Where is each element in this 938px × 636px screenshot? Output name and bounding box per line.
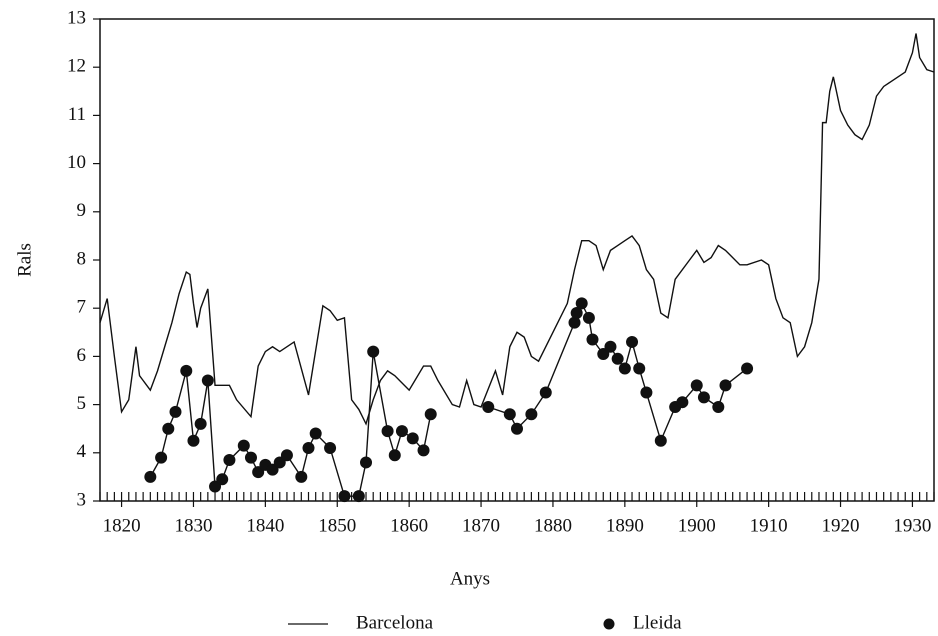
data-point — [503, 408, 516, 421]
x-tick-label: 1820 — [103, 515, 141, 536]
x-tick-label: 1880 — [534, 515, 572, 536]
x-tick-label: 1840 — [246, 515, 284, 536]
data-point — [395, 425, 408, 438]
data-point — [360, 456, 373, 469]
y-tick-label: 9 — [77, 200, 87, 221]
data-point — [570, 307, 583, 320]
x-tick-label: 1870 — [462, 515, 500, 536]
data-point — [482, 401, 495, 414]
data-point — [575, 297, 588, 310]
data-point — [223, 454, 236, 467]
data-point — [406, 432, 419, 445]
y-tick-label: 11 — [68, 104, 86, 125]
data-point — [719, 379, 732, 392]
data-point — [582, 311, 595, 324]
data-point — [216, 473, 229, 486]
data-point — [280, 449, 293, 462]
data-point — [201, 374, 214, 387]
data-point — [388, 449, 401, 462]
y-tick-label: 8 — [77, 248, 87, 269]
data-point — [338, 490, 351, 503]
data-point — [626, 335, 639, 348]
data-point — [169, 405, 182, 418]
data-point — [309, 427, 322, 440]
data-point — [237, 439, 250, 452]
data-point — [302, 441, 315, 454]
series-line — [99, 33, 935, 426]
x-tick-label: 1930 — [893, 515, 931, 536]
y-tick-label: 4 — [77, 441, 87, 462]
data-point — [511, 422, 523, 435]
y-tick-label: 10 — [67, 152, 86, 173]
y-tick-label: 12 — [67, 56, 86, 77]
data-point — [417, 444, 430, 457]
data-point — [180, 364, 193, 377]
data-point — [654, 434, 667, 447]
x-axis-label: Anys — [450, 568, 490, 589]
data-point — [697, 391, 710, 404]
data-point — [324, 441, 337, 454]
y-tick-label: 6 — [77, 345, 87, 366]
x-tick-label: 1890 — [606, 515, 644, 536]
y-tick-label: 13 — [67, 7, 86, 28]
data-point — [352, 490, 365, 503]
data-point — [604, 340, 617, 353]
y-tick-label: 5 — [77, 393, 87, 414]
data-point — [155, 451, 168, 464]
data-point — [741, 362, 754, 375]
data-point — [568, 316, 581, 329]
data-point — [618, 362, 631, 375]
data-point — [295, 470, 308, 483]
data-point — [690, 379, 703, 392]
y-tick-label: 3 — [77, 489, 87, 510]
data-point — [525, 408, 538, 421]
data-point — [144, 470, 157, 483]
y-axis-label: Rals — [14, 243, 35, 277]
data-point — [640, 386, 653, 399]
x-tick-label: 1850 — [318, 515, 356, 536]
data-point — [367, 345, 380, 358]
legend-marker — [603, 618, 615, 630]
y-tick-label: 7 — [77, 297, 87, 318]
data-point — [244, 451, 257, 464]
data-point — [424, 408, 437, 421]
data-point — [194, 417, 207, 430]
data-point — [676, 396, 689, 409]
legend-label: Barcelona — [356, 612, 434, 633]
x-tick-label: 1830 — [174, 515, 212, 536]
x-tick-label: 1920 — [822, 515, 860, 536]
data-point — [539, 386, 552, 399]
data-point — [633, 362, 646, 375]
data-point — [187, 434, 200, 447]
data-point — [162, 422, 175, 435]
x-tick-label: 1860 — [390, 515, 428, 536]
x-tick-label: 1900 — [678, 515, 716, 536]
data-point — [611, 352, 624, 365]
legend-label: Lleida — [633, 612, 682, 633]
data-point — [712, 401, 725, 414]
data-point — [586, 333, 599, 346]
data-point — [381, 425, 394, 438]
x-tick-label: 1910 — [750, 515, 788, 536]
